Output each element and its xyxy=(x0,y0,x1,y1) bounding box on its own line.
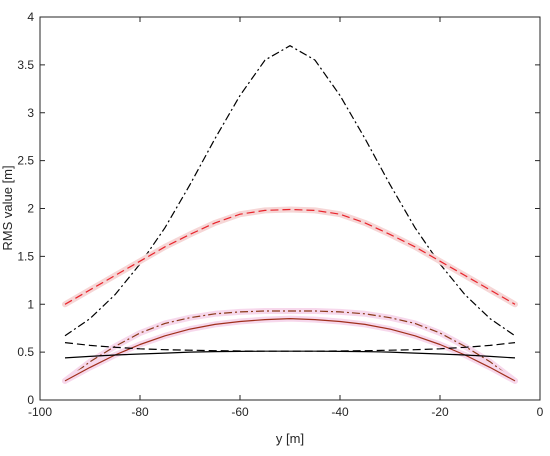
y-axis-label: RMS value [m] xyxy=(0,165,15,250)
x-tick-label: -80 xyxy=(131,405,149,419)
x-tick-label: -40 xyxy=(331,405,349,419)
y-tick-label: 0 xyxy=(27,393,34,407)
x-tick-label: 0 xyxy=(537,405,544,419)
series-layer xyxy=(62,45,518,384)
y-tick-label: 4 xyxy=(27,10,34,24)
series-0-line xyxy=(64,45,516,337)
y-tick-label: 0.5 xyxy=(17,345,34,359)
series-4-line xyxy=(64,342,516,352)
y-tick-label: 2 xyxy=(27,202,34,216)
series-3-halo xyxy=(62,315,518,384)
y-tick-label: 2.5 xyxy=(17,154,34,168)
y-tick-label: 3.5 xyxy=(17,58,34,72)
tick-layer: -100 -80 -60 -40 -20 0 0 0.5 1 1.5 2 2.5 3 3.5 4 xyxy=(17,10,543,419)
series-5-line xyxy=(64,350,516,359)
x-tick-label: -100 xyxy=(28,405,52,419)
series-1-line xyxy=(64,208,516,305)
x-axis-label: y [m] xyxy=(276,431,304,446)
y-tick-label: 1 xyxy=(27,297,34,311)
series-3-line xyxy=(64,318,516,382)
x-tick-label: -60 xyxy=(231,405,249,419)
y-tick-label: 1.5 xyxy=(17,249,34,263)
x-tick-label: -20 xyxy=(431,405,449,419)
series-2-line xyxy=(64,310,516,382)
y-tick-label: 3 xyxy=(27,106,34,120)
series-1-halo xyxy=(62,206,518,308)
